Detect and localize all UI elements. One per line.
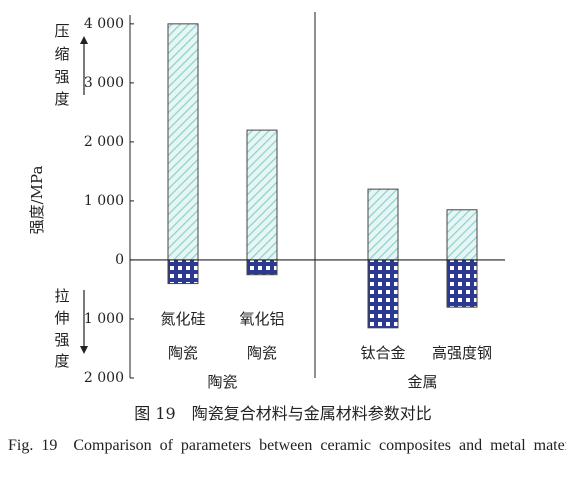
group-label: 陶瓷 — [207, 373, 237, 391]
caption-zh: 图 19 陶瓷复合材料与金属材料参数对比 — [134, 404, 432, 423]
series-name: 压缩强度 — [54, 22, 69, 108]
y-tick-label: 4 000 — [84, 16, 124, 32]
y-axis-label: 强度/MPa — [28, 166, 46, 235]
bar — [446, 259, 478, 308]
chart: 强度/MPa 4 000 3 000 2 000 1 000 0 1 000 2 000 压缩… — [28, 12, 505, 391]
caption-en: Fig. 19 Comparison of parameters between… — [8, 437, 566, 454]
bar — [246, 259, 278, 276]
arrow-head — [80, 346, 88, 354]
y-tick-label: 2 000 — [84, 370, 124, 386]
y-tick-label: 3 000 — [84, 75, 124, 91]
y-tick-label: 1 000 — [84, 193, 124, 209]
bar — [446, 209, 478, 261]
x-tick-label: 钛合金 — [360, 344, 405, 362]
y-tick-label: 0 — [115, 252, 124, 268]
x-tick-label: 陶瓷 — [247, 344, 277, 362]
y-tick-label: 2 000 — [84, 134, 124, 150]
bar — [367, 188, 399, 261]
bar — [246, 129, 278, 261]
bar — [367, 259, 399, 329]
y-tick-label: 1 000 — [84, 311, 124, 327]
x-tick-label: 高强度钢 — [432, 344, 492, 362]
series-name: 拉伸强度 — [54, 287, 69, 370]
x-tick-label: 陶瓷 — [168, 344, 198, 362]
bar — [167, 259, 199, 285]
group-label: 金属 — [407, 373, 437, 391]
x-tick-label: 氧化铝 — [239, 310, 284, 328]
arrow-head — [80, 36, 88, 44]
bar — [167, 23, 199, 261]
x-tick-label: 氮化硅 — [160, 310, 205, 328]
